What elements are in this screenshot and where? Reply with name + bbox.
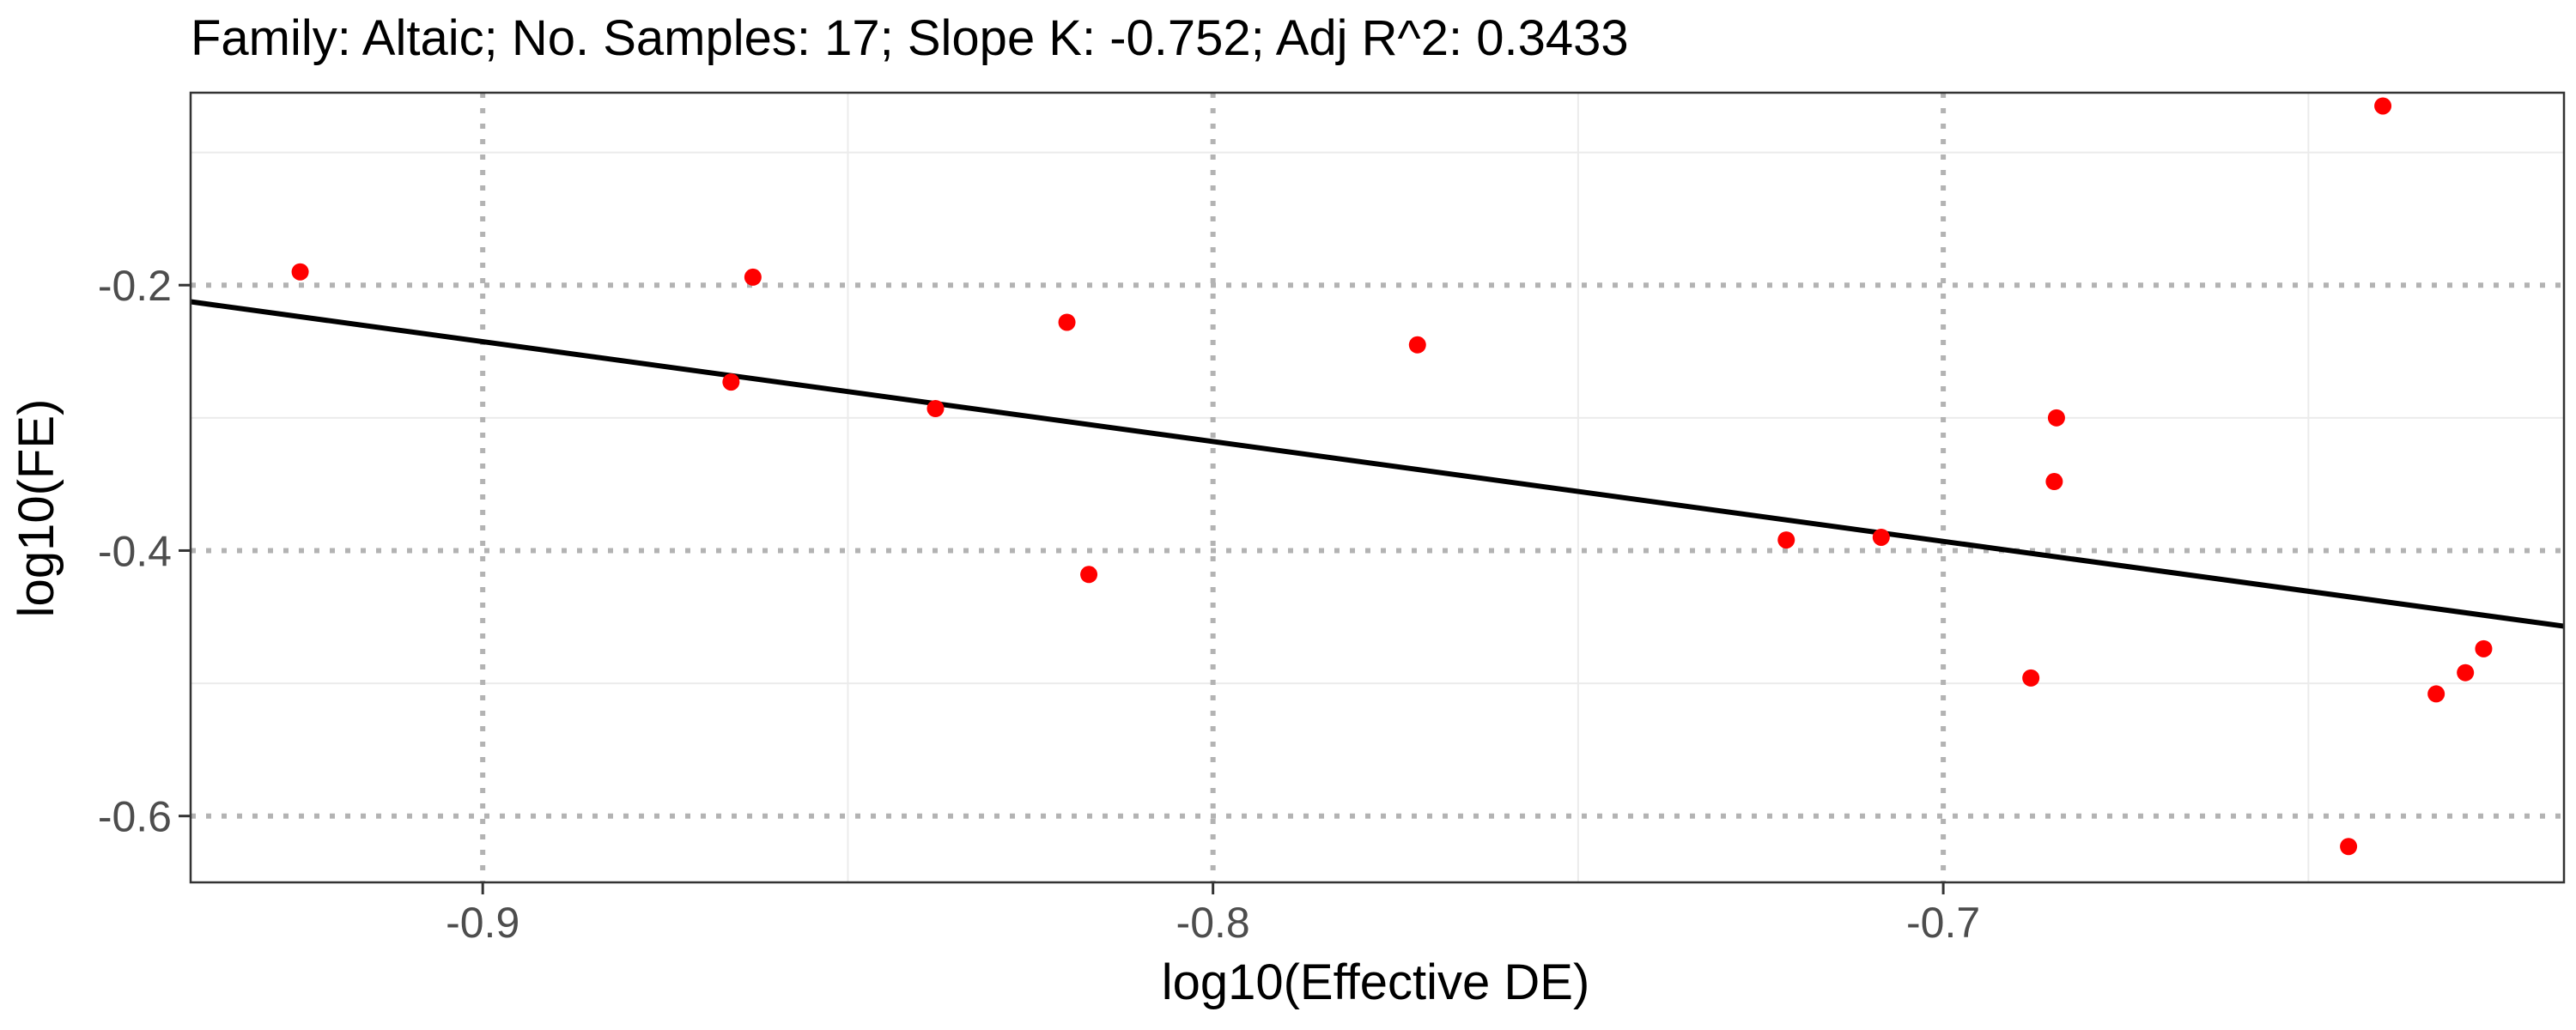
data-point (927, 400, 945, 417)
data-points (291, 97, 2493, 856)
regression-line (190, 299, 2565, 629)
data-point (1872, 528, 1890, 546)
data-point (1080, 566, 1098, 584)
data-point (291, 263, 309, 281)
x-tick-label: -0.7 (1906, 899, 1980, 947)
regression-line-group (190, 299, 2565, 629)
y-tick-label: -0.6 (98, 793, 172, 841)
y-tick-label: -0.4 (98, 527, 172, 575)
grid-lines (191, 93, 2564, 882)
y-axis-ticks: -0.6 -0.4 -0.2 (98, 262, 191, 841)
data-point (2457, 663, 2475, 682)
x-tick-label: -0.9 (446, 899, 519, 947)
plot-panel (191, 93, 2564, 882)
data-point (1777, 531, 1795, 549)
x-axis-ticks: -0.9 -0.8 -0.7 (446, 882, 1980, 947)
data-point (2340, 838, 2358, 856)
data-point (2045, 473, 2063, 491)
data-point (722, 373, 740, 391)
x-axis-title: log10(Effective DE) (1162, 954, 1590, 1010)
data-point (1058, 313, 1076, 331)
plot-border (189, 91, 2566, 884)
x-tick-label: -0.8 (1176, 899, 1250, 947)
data-point (2047, 409, 2065, 427)
data-point (2374, 97, 2392, 115)
chart-title: Family: Altaic; No. Samples: 17; Slope K… (191, 10, 1629, 66)
data-point (2475, 639, 2493, 657)
data-point (2022, 669, 2040, 687)
y-axis-title: log10(FE) (9, 399, 64, 618)
data-point (1408, 336, 1426, 354)
data-point (744, 268, 762, 286)
y-tick-label: -0.2 (98, 262, 172, 310)
data-point (2427, 685, 2445, 703)
